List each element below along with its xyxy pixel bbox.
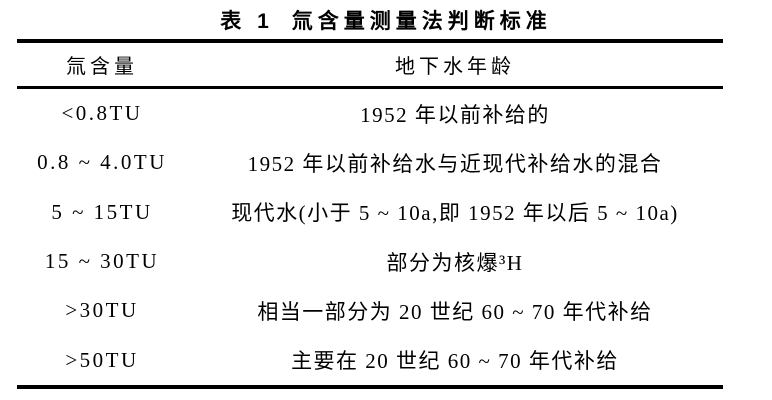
table-row: 5 ~ 15TU 现代水(小于 5 ~ 10a,即 1952 年以后 5 ~ 1… (17, 188, 723, 237)
column-header-groundwater-age: 地下水年龄 (395, 56, 515, 78)
table-header-row: 氚含量 地下水年龄 (17, 43, 723, 89)
tritium-criteria-table: 氚含量 地下水年龄 <0.8TU 1952 年以前补给的 0.8 ~ 4.0TU… (17, 39, 723, 389)
cell-groundwater-age: 主要在 20 世纪 60 ~ 70 年代补给 (291, 349, 619, 374)
cell-groundwater-age: 相当一部分为 20 世纪 60 ~ 70 年代补给 (257, 299, 653, 324)
cell-tritium-range: 0.8 ~ 4.0TU (37, 150, 167, 175)
table-row: 0.8 ~ 4.0TU 1952 年以前补给水与近现代补给水的混合 (17, 138, 723, 187)
cell-groundwater-age: 1952 年以前补给的 (360, 102, 550, 127)
cell-tritium-range: <0.8TU (61, 101, 143, 126)
cell-groundwater-age: 现代水(小于 5 ~ 10a,即 1952 年以后 5 ~ 10a) (231, 201, 679, 226)
cell-tritium-range: 5 ~ 15TU (51, 199, 153, 224)
table-row: >30TU 相当一部分为 20 世纪 60 ~ 70 年代补给 (17, 286, 723, 335)
cell-tritium-range: >50TU (65, 347, 139, 372)
cell-tritium-range: >30TU (65, 298, 139, 323)
table-row: 15 ~ 30TU 部分为核爆³H (17, 237, 723, 286)
cell-tritium-range: 15 ~ 30TU (44, 249, 160, 274)
table-row: >50TU 主要在 20 世纪 60 ~ 70 年代补给 (17, 335, 723, 384)
column-header-tritium-content: 氚含量 (66, 56, 138, 78)
cell-groundwater-age: 1952 年以前补给水与近现代补给水的混合 (247, 151, 663, 176)
cell-groundwater-age: 部分为核爆³H (386, 250, 524, 275)
table-caption-text: 氚含量测量法判断标准 (291, 9, 552, 33)
table-row: <0.8TU 1952 年以前补给的 (17, 89, 723, 138)
table-caption-label: 表 1 (220, 9, 274, 33)
table-caption: 表 1 氚含量测量法判断标准 (0, 0, 772, 39)
